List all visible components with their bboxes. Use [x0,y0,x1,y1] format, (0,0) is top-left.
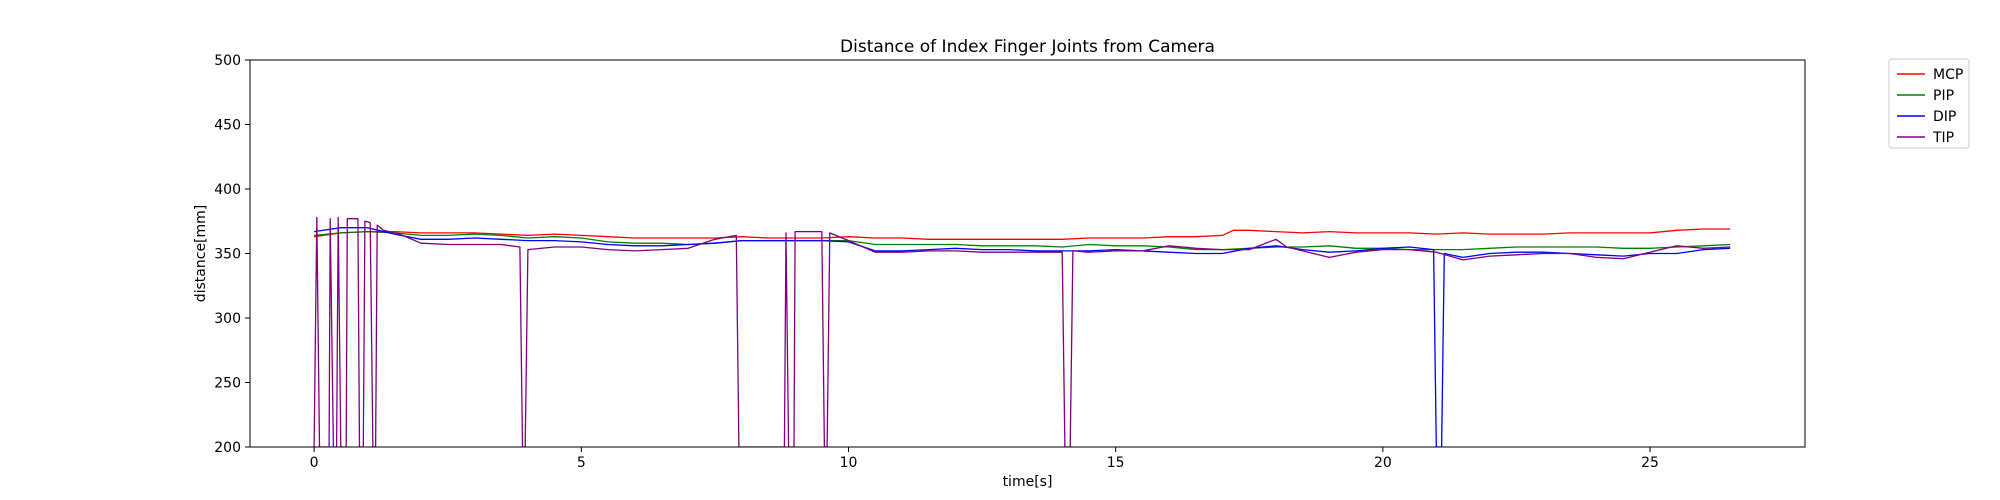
legend-box [1888,58,1970,149]
legend-label-dip: DIP [1933,109,1956,125]
series-line-dip [314,227,1731,447]
legend-label-pip: PIP [1933,88,1954,104]
series-line-tip [313,216,1731,447]
y-tick-label: 500 [214,53,241,69]
y-tick-label: 200 [214,440,241,456]
series-line-pip [314,230,1731,251]
x-tick-label: 10 [840,455,858,471]
x-tick-label: 0 [310,455,319,471]
y-axis-label: distance[mm] [193,205,209,303]
series-line-mcp [314,228,1731,240]
axis-ticks: 0 5 10 15 20 25 200 250 300 350 400 450 500 [214,53,1659,471]
x-axis-label: time[s] [1003,474,1053,490]
y-tick-label: 350 [214,247,241,263]
x-tick-label: 20 [1374,455,1392,471]
legend-label-tip: TIP [1932,130,1954,146]
series-layer [313,216,1731,447]
y-tick-label: 400 [214,182,241,198]
x-tick-label: 15 [1107,455,1125,471]
x-tick-label: 25 [1641,455,1659,471]
y-tick-label: 300 [214,311,241,327]
y-tick-label: 450 [214,118,241,134]
legend-label-mcp: MCP [1933,67,1963,83]
legend: MCP PIP DIP TIP [1888,58,1970,149]
x-tick-label: 5 [577,455,586,471]
y-tick-label: 250 [214,376,241,392]
chart-title: Distance of Index Finger Joints from Cam… [840,37,1215,57]
